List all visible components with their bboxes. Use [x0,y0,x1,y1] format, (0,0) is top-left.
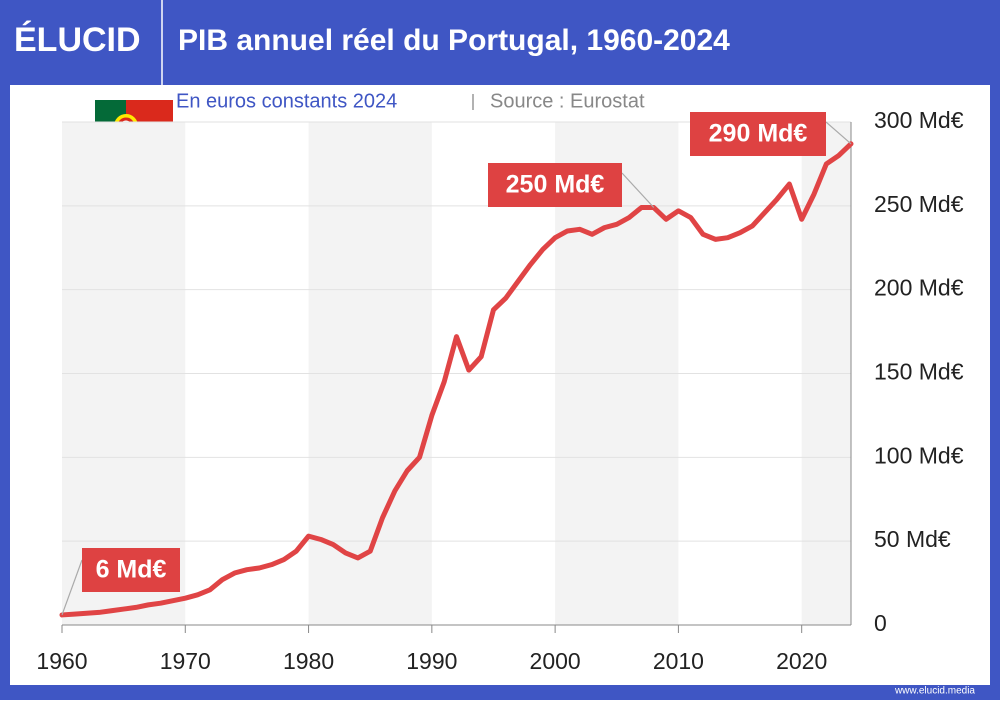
y-tick-label: 300 Md€ [874,107,964,133]
y-tick-label: 50 Md€ [874,526,951,552]
annotation-box [488,163,622,207]
annotation-label: 6 Md€ [96,556,167,584]
plot: 0 50 Md€ 100 Md€ 150 Md€ 200 Md€ 250 Md€ 300 M… [36,107,963,674]
y-tick-label: 250 Md€ [874,191,964,217]
y-tick-label: 100 Md€ [874,442,964,468]
y-tick-label: 200 Md€ [874,275,964,301]
source: Source : Eurostat [490,90,645,112]
annotation-label: 250 Md€ [506,171,605,199]
annotation-leader [621,172,655,208]
data-line [59,141,854,618]
chart-title: PIB annuel réel du Portugal, 1960-2024 [178,24,730,57]
y-tick-label: 150 Md€ [874,359,964,385]
x-tick-label: 2020 [776,648,827,674]
footer: www.elucid.media [894,686,975,697]
y-tick-label: 0 [874,610,887,636]
annotation-box [82,548,180,592]
x-tick-label: 1970 [160,648,211,674]
brand: ÉLUCID [14,21,141,59]
annotation-leader [825,121,852,145]
x-tick-label: 2000 [530,648,581,674]
x-tick-label: 2010 [653,648,704,674]
x-tick-label: 1990 [406,648,457,674]
x-tick-label: 1960 [36,648,87,674]
annotation-leader [61,559,83,616]
x-tick-label: 1980 [283,648,334,674]
subtitle: En euros constants 2024 [176,90,397,112]
annotation-label: 290 Md€ [709,120,808,148]
annotation-box [690,112,826,156]
